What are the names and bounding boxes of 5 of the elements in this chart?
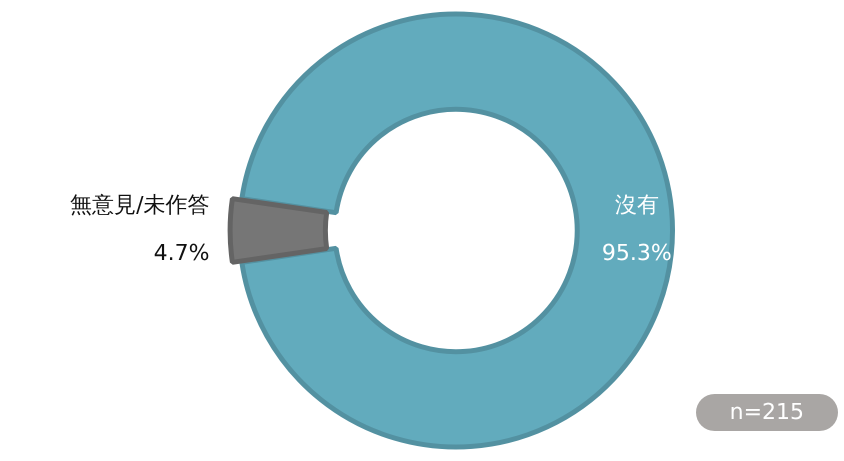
data-label: 4.7% — [154, 241, 210, 266]
slice-label: 無意見/未作答 — [70, 193, 210, 218]
text: n=215 — [696, 394, 838, 431]
slice-label: 沒有 — [614, 193, 659, 218]
data-label: 95.3% — [602, 241, 672, 266]
